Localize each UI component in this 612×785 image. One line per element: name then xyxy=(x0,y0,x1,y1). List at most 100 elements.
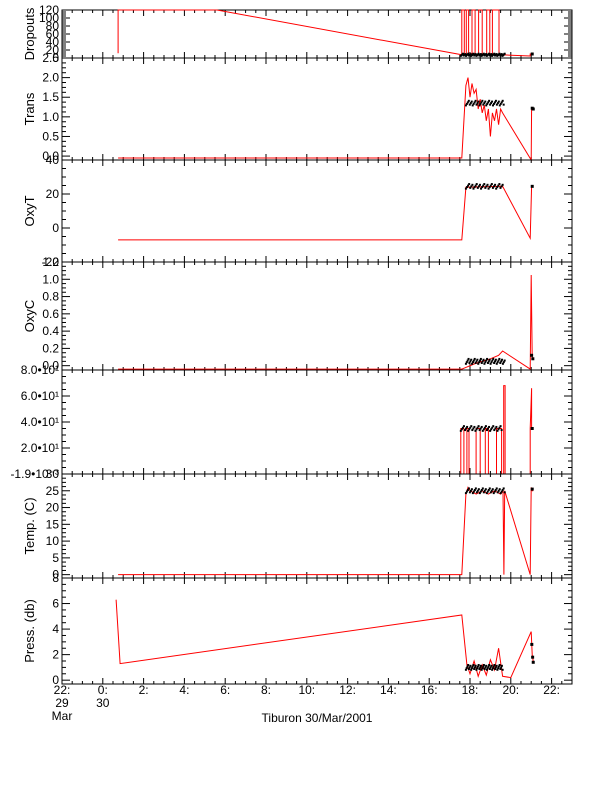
data-point xyxy=(474,487,477,490)
data-point xyxy=(483,183,486,186)
data-point xyxy=(491,426,494,429)
y-tick-label: 1.0 xyxy=(42,110,59,124)
data-point xyxy=(494,183,497,186)
data-point xyxy=(465,490,468,493)
data-point xyxy=(494,358,497,361)
data-point xyxy=(470,358,473,361)
data-point xyxy=(503,359,506,362)
data-point xyxy=(471,104,474,107)
data-point xyxy=(476,102,479,105)
data-point xyxy=(474,429,477,432)
data-point xyxy=(495,53,498,56)
data-point xyxy=(467,357,470,360)
data-point xyxy=(498,488,501,491)
data-point xyxy=(464,362,467,365)
data-point xyxy=(493,360,496,363)
data-point xyxy=(531,107,535,111)
data-point xyxy=(487,187,490,190)
data-point xyxy=(499,667,502,670)
data-point xyxy=(467,429,470,432)
data-point xyxy=(481,360,484,363)
x-tick-label: 8: xyxy=(261,683,271,697)
data-point xyxy=(467,184,470,187)
data-point xyxy=(464,104,467,107)
data-point xyxy=(476,358,479,361)
data-point xyxy=(472,52,475,55)
data-point xyxy=(491,667,494,670)
data-point xyxy=(490,183,493,186)
data-point xyxy=(473,667,476,670)
data-point xyxy=(473,186,476,189)
data-point xyxy=(484,425,487,428)
data-point xyxy=(482,428,485,431)
y-tick-label: 0.4 xyxy=(42,324,59,338)
data-point xyxy=(500,666,503,669)
data-point xyxy=(497,665,500,668)
data-point xyxy=(498,664,501,667)
data-point xyxy=(481,99,484,102)
data-point xyxy=(469,186,472,189)
x-tick-label: Mar xyxy=(52,709,73,723)
data-point xyxy=(472,427,475,430)
data-point xyxy=(472,490,475,493)
data-point xyxy=(465,102,468,105)
y-tick-label: 0.2 xyxy=(42,341,59,355)
data-point xyxy=(495,664,498,667)
x-tick-label: 12: xyxy=(339,683,356,697)
y-tick-label: 1.5 xyxy=(42,90,59,104)
x-tick-label: 6: xyxy=(220,683,230,697)
data-point xyxy=(489,362,492,365)
data-point xyxy=(484,361,487,364)
data-point xyxy=(482,664,485,667)
y-tick-label: 0.5 xyxy=(42,129,59,143)
data-point xyxy=(466,359,469,362)
data-point xyxy=(480,425,483,428)
data-point xyxy=(489,491,492,494)
series-line-4-0 xyxy=(118,385,534,475)
data-point xyxy=(471,665,474,668)
data-point xyxy=(485,185,488,188)
data-point xyxy=(476,426,479,429)
data-point xyxy=(484,186,487,189)
y-tick-label: 10 xyxy=(46,534,60,548)
panel-frame-2 xyxy=(61,159,573,263)
series-line-5-0 xyxy=(118,486,534,576)
data-point xyxy=(474,184,477,187)
y-tick-label: 6.0•10¹ xyxy=(21,389,59,403)
y-axis-label: Trans xyxy=(22,92,37,125)
data-point xyxy=(488,664,491,667)
data-point xyxy=(489,666,492,669)
data-point xyxy=(480,187,483,190)
x-tick-label: 30 xyxy=(96,696,110,710)
data-point xyxy=(480,668,483,671)
x-tick-label: 10: xyxy=(298,683,315,697)
data-point xyxy=(468,361,471,364)
data-point xyxy=(487,101,490,104)
series-line-0-0 xyxy=(117,9,533,57)
x-tick-label: 18: xyxy=(462,683,479,697)
data-point xyxy=(464,668,467,671)
data-point xyxy=(501,183,504,186)
data-point xyxy=(466,186,468,189)
data-point xyxy=(472,664,475,667)
data-point xyxy=(497,489,500,492)
data-point xyxy=(503,491,506,494)
data-point xyxy=(493,185,495,188)
data-point xyxy=(471,361,474,364)
data-point xyxy=(488,186,491,189)
data-point xyxy=(485,359,488,362)
data-point xyxy=(470,488,473,491)
data-point xyxy=(467,664,470,667)
y-tick-label: 30 xyxy=(46,467,60,481)
data-point xyxy=(489,429,492,432)
data-point xyxy=(498,183,501,186)
data-point xyxy=(467,667,470,670)
data-point xyxy=(496,186,499,189)
data-point xyxy=(502,103,505,106)
data-point xyxy=(477,100,480,103)
data-point xyxy=(479,53,482,56)
data-point xyxy=(470,425,473,428)
data-point xyxy=(493,429,496,432)
data-point xyxy=(473,425,476,428)
y-tick-label: 2.0•10¹ xyxy=(21,441,59,455)
